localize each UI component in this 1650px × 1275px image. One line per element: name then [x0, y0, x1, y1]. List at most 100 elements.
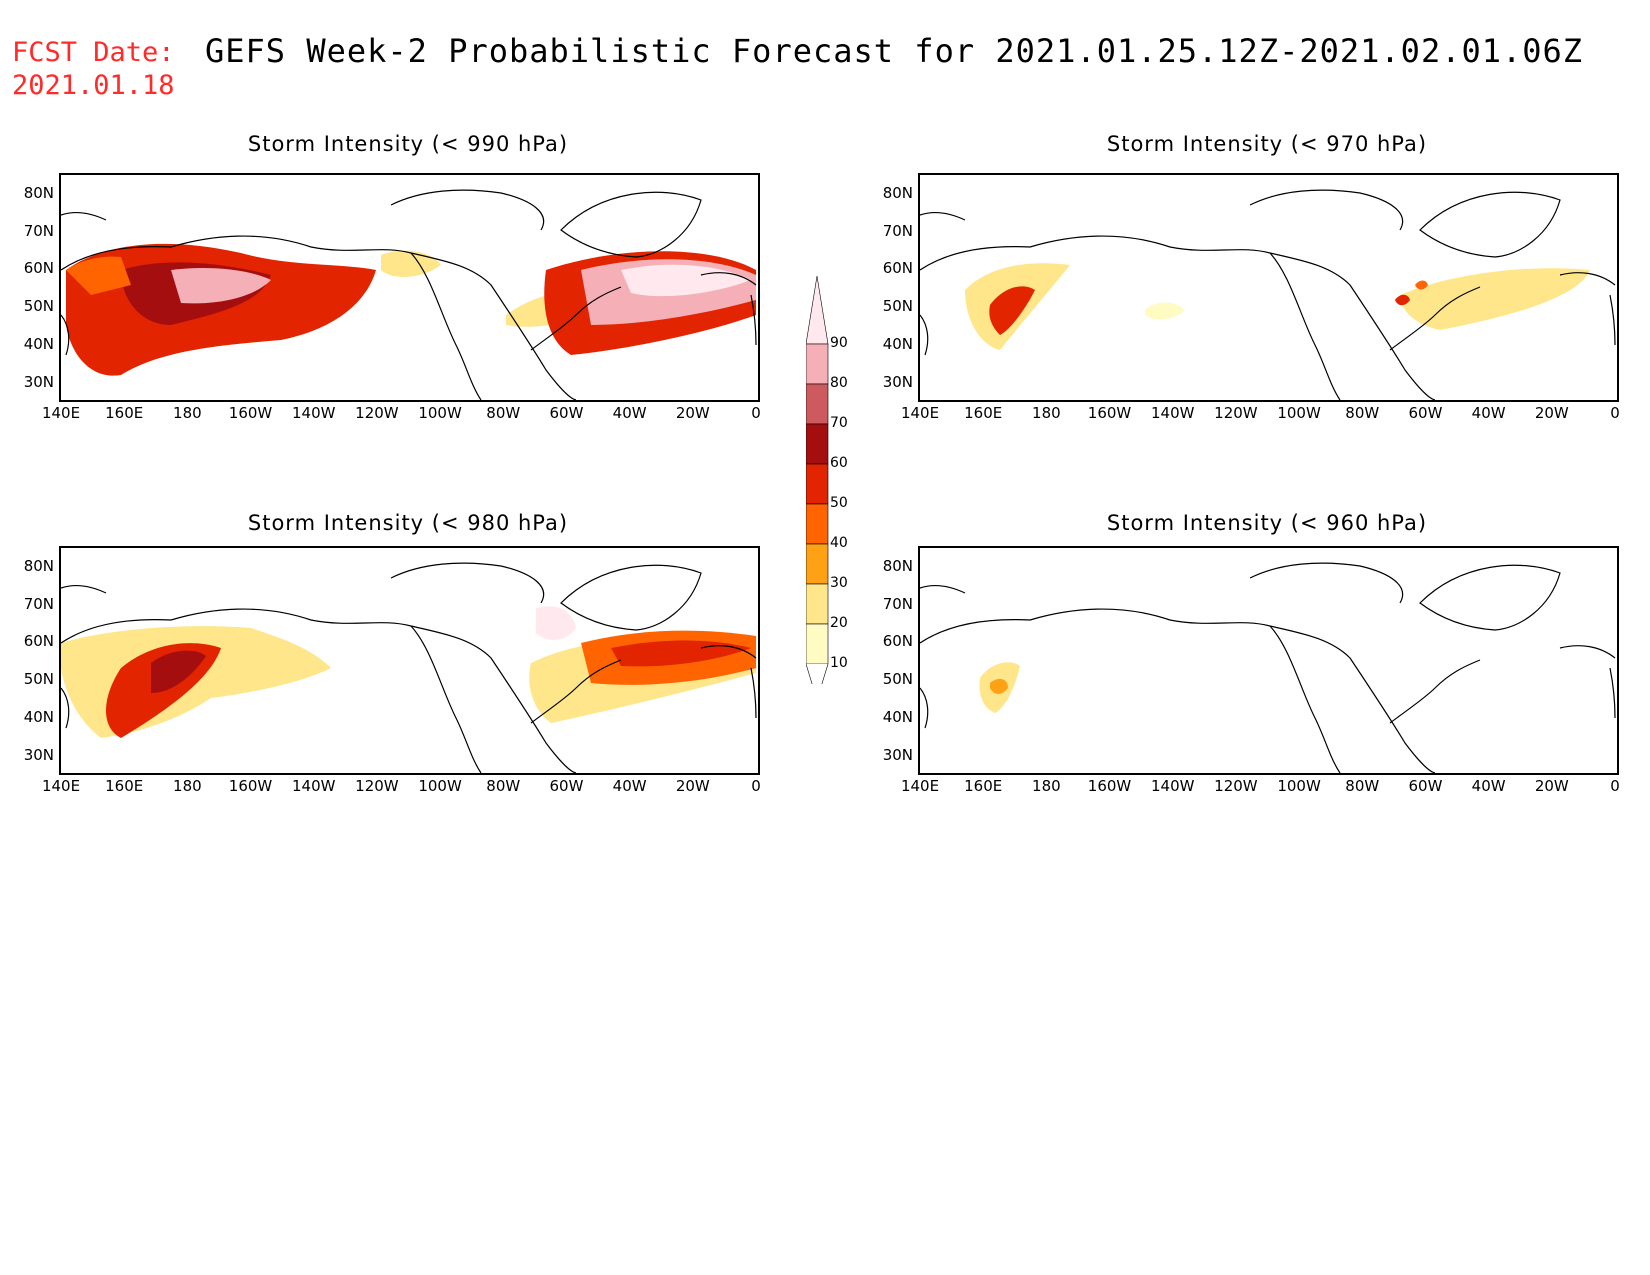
map-panel-980: [59, 546, 760, 775]
lon-tick-label: 20W: [675, 404, 710, 422]
colorbar-tick-label: 70: [830, 415, 848, 431]
lat-tick-label: 60N: [882, 632, 913, 650]
lon-tick-label: 60W: [1408, 777, 1443, 795]
lon-tick-label: 140E: [900, 777, 940, 795]
lon-tick-label: 140E: [41, 777, 81, 795]
lat-tick-label: 40N: [882, 708, 913, 726]
lat-tick-label: 60N: [23, 259, 54, 277]
lat-tick-label: 80N: [882, 557, 913, 575]
colorbar-swatch: [805, 543, 829, 585]
lon-tick-label: 180: [173, 404, 202, 422]
coastlines: [61, 562, 757, 773]
lat-tick-label: 60N: [882, 259, 913, 277]
lat-tick-label: 30N: [23, 746, 54, 764]
lon-tick-label: 160W: [1087, 777, 1132, 795]
colorbar-swatch: [805, 583, 829, 625]
lon-tick-label: 60W: [549, 404, 584, 422]
lat-tick-label: 30N: [23, 373, 54, 391]
lon-tick-label: 40W: [612, 404, 647, 422]
panel-title-990: Storm Intensity (< 990 hPa): [247, 132, 569, 156]
lon-tick-label: 160W: [228, 404, 273, 422]
colorbar-swatch: [805, 623, 829, 665]
lat-tick-label: 80N: [23, 557, 54, 575]
colorbar-swatch: [805, 463, 829, 505]
lon-tick-label: 0: [751, 777, 761, 795]
colorbar-tick-label: 30: [830, 575, 848, 591]
lat-tick-label: 40N: [23, 708, 54, 726]
lon-tick-label: 80W: [486, 777, 521, 795]
colorbar-swatch: [805, 503, 829, 545]
forecast-date-block: FCST Date: 2021.01.18: [12, 36, 175, 102]
lat-tick-label: 80N: [23, 184, 54, 202]
lon-tick-label: 160E: [964, 404, 1003, 422]
lat-tick-label: 70N: [882, 222, 913, 240]
lon-tick-label: 120W: [1214, 777, 1258, 795]
colorbar-tick-label: 20: [830, 615, 848, 631]
panel-title-960: Storm Intensity (< 960 hPa): [1106, 511, 1428, 535]
lat-tick-label: 50N: [23, 297, 54, 315]
colorbar-swatch: [805, 343, 829, 385]
lat-tick-label: 70N: [23, 222, 54, 240]
coastlines: [920, 189, 1616, 400]
map-svg-960: [920, 562, 1616, 773]
lat-tick-label: 60N: [23, 632, 54, 650]
lon-tick-label: 80W: [1345, 404, 1380, 422]
map-svg-970: [920, 189, 1616, 400]
probability-shading: [965, 263, 1590, 350]
lat-tick-label: 80N: [882, 184, 913, 202]
lon-tick-label: 100W: [1277, 404, 1321, 422]
colorbar-swatch: [805, 383, 829, 425]
colorbar-svg: [805, 275, 829, 702]
forecast-date-label: FCST Date:: [12, 37, 175, 68]
map-panel-990: [59, 173, 760, 402]
lon-tick-label: 140W: [291, 404, 336, 422]
lon-tick-label: 160E: [105, 404, 144, 422]
colorbar-low-end: [805, 663, 829, 702]
lon-tick-label: 180: [1032, 404, 1061, 422]
lon-tick-label: 20W: [675, 777, 710, 795]
coastlines: [61, 189, 757, 400]
lon-tick-label: 40W: [1471, 777, 1506, 795]
forecast-date-value: 2021.01.18: [12, 70, 175, 101]
lon-tick-label: 120W: [355, 777, 399, 795]
lon-tick-label: 0: [751, 404, 761, 422]
colorbar: [805, 274, 866, 702]
probability-shading: [979, 662, 1020, 713]
panel-title-980: Storm Intensity (< 980 hPa): [247, 511, 569, 535]
lon-tick-label: 120W: [355, 404, 399, 422]
lon-tick-label: 180: [173, 777, 202, 795]
panel-title-970: Storm Intensity (< 970 hPa): [1106, 132, 1428, 156]
lon-tick-label: 140W: [1150, 404, 1195, 422]
lat-tick-label: 50N: [882, 297, 913, 315]
lon-tick-label: 0: [1610, 404, 1620, 422]
lat-tick-label: 30N: [882, 373, 913, 391]
lon-tick-label: 100W: [1277, 777, 1321, 795]
lon-tick-label: 180: [1032, 777, 1061, 795]
colorbar-tick-label: 50: [830, 495, 848, 511]
lon-tick-label: 140E: [41, 404, 81, 422]
lat-tick-label: 50N: [23, 670, 54, 688]
colorbar-tick-label: 10: [830, 655, 848, 671]
probability-shading: [61, 606, 756, 738]
colorbar-swatch: [805, 423, 829, 465]
lon-tick-label: 160E: [105, 777, 144, 795]
colorbar-tick-label: 60: [830, 455, 848, 471]
lon-tick-label: 100W: [418, 777, 462, 795]
lon-tick-label: 0: [1610, 777, 1620, 795]
lon-tick-label: 80W: [1345, 777, 1380, 795]
coastlines: [920, 562, 1616, 773]
page-title: GEFS Week-2 Probabilistic Forecast for 2…: [205, 32, 1584, 70]
lon-tick-label: 100W: [418, 404, 462, 422]
lat-tick-label: 40N: [23, 335, 54, 353]
lon-tick-label: 140W: [1150, 777, 1195, 795]
probability-shading: [66, 243, 756, 376]
colorbar-tick-label: 40: [830, 535, 848, 551]
lon-tick-label: 20W: [1534, 404, 1569, 422]
lon-tick-label: 60W: [1408, 404, 1443, 422]
lon-tick-label: 80W: [486, 404, 521, 422]
map-panel-960: [918, 546, 1619, 775]
lon-tick-label: 140E: [900, 404, 940, 422]
lon-tick-label: 160W: [1087, 404, 1132, 422]
lon-tick-label: 120W: [1214, 404, 1258, 422]
lon-tick-label: 160E: [964, 777, 1003, 795]
